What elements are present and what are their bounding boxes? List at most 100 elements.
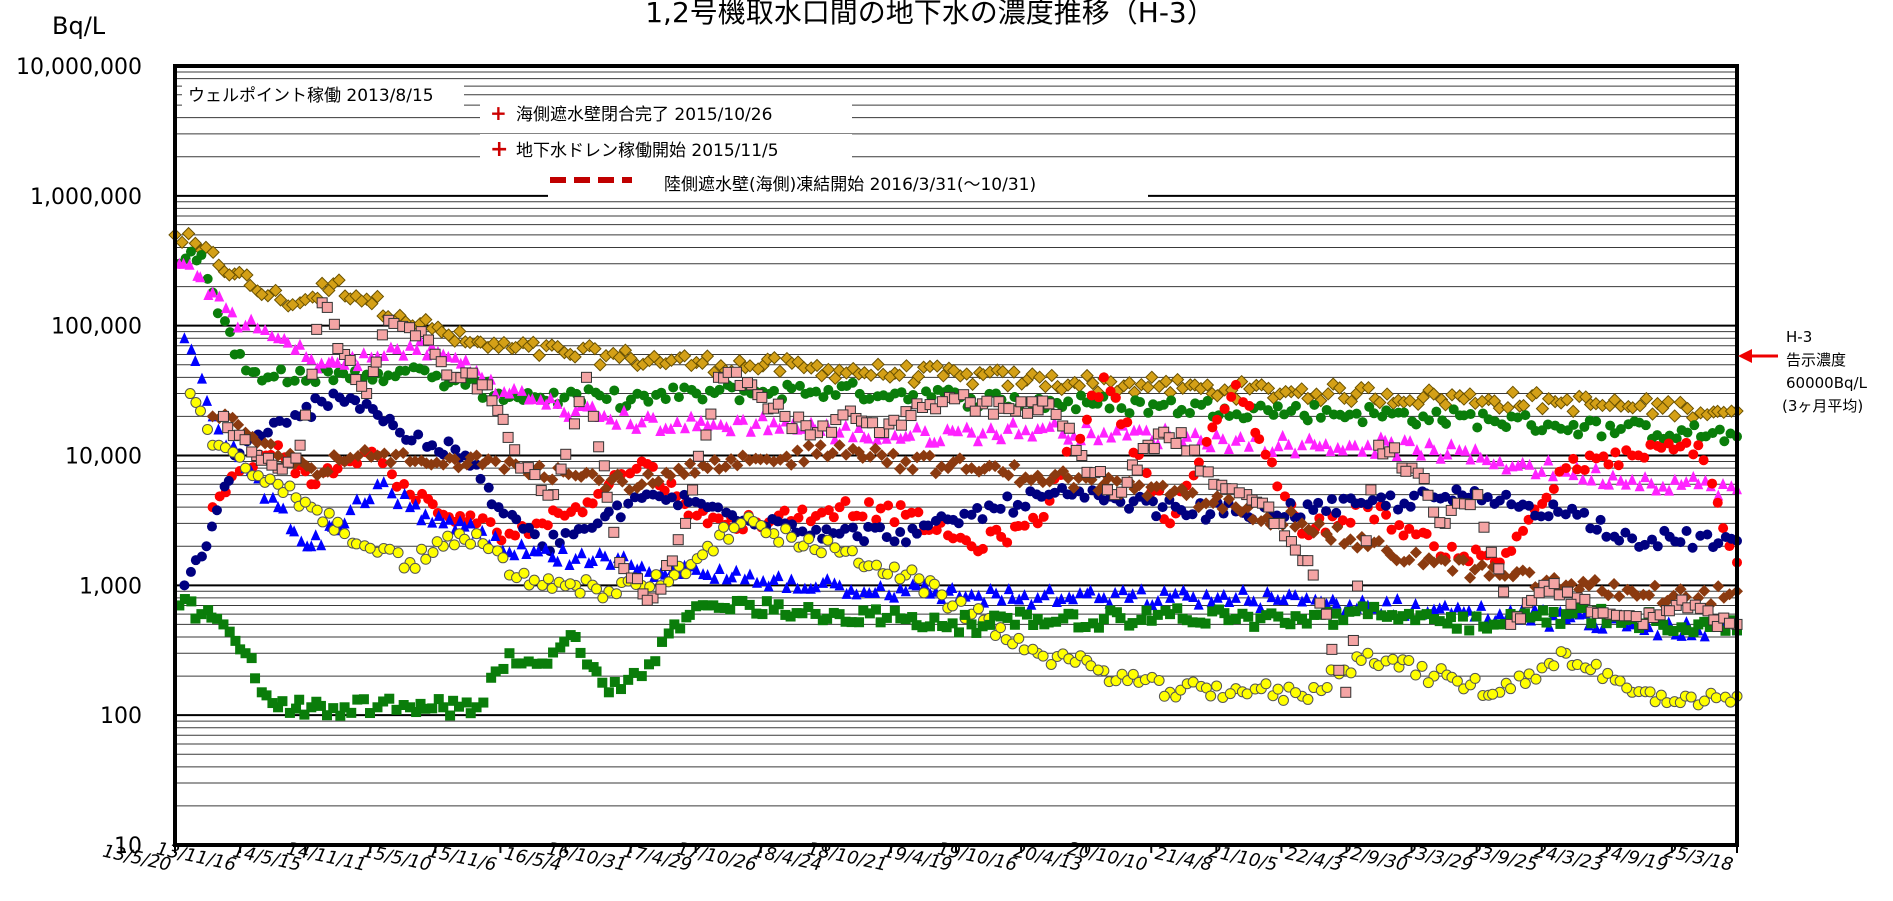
data-point: [1285, 505, 1298, 518]
data-point: [1392, 593, 1403, 605]
data-point: [981, 395, 993, 407]
data-point: [234, 451, 246, 463]
data-point: [489, 455, 502, 468]
data-point: [259, 492, 270, 504]
data-point: [1485, 546, 1497, 558]
data-point: [780, 523, 792, 535]
data-point: [196, 551, 207, 562]
data-point: [644, 659, 655, 670]
data-point: [1261, 610, 1272, 621]
data-point: [631, 481, 644, 494]
data-point: [1537, 605, 1548, 616]
data-point: [1614, 675, 1626, 687]
data-point: [1726, 480, 1737, 492]
data-point: [1689, 420, 1700, 431]
data-point: [1651, 484, 1662, 496]
data-point: [471, 528, 483, 540]
data-point: [1471, 611, 1482, 622]
data-point: [1460, 444, 1471, 456]
annotation-drain-label: 地下水ドレン稼働開始 2015/11/5: [516, 141, 779, 161]
data-point: [442, 530, 454, 542]
data-point: [476, 379, 488, 391]
data-point: [1506, 545, 1517, 556]
data-point: [856, 451, 869, 464]
data-point: [1127, 668, 1139, 680]
data-point: [1324, 534, 1337, 547]
data-point: [961, 535, 972, 546]
data-point: [359, 497, 370, 509]
data-point: [599, 482, 612, 495]
data-point: [1693, 478, 1704, 490]
data-point: [1273, 440, 1284, 452]
data-point: [1080, 368, 1094, 383]
data-point: [985, 582, 996, 594]
data-point: [905, 429, 916, 441]
data-point: [1597, 478, 1608, 490]
data-point: [987, 408, 999, 420]
data-point: [1226, 391, 1237, 402]
data-point: [615, 512, 626, 523]
data-point: [552, 555, 563, 567]
data-point: [230, 635, 241, 646]
data-point: [290, 468, 301, 479]
data-point: [240, 268, 254, 282]
data-point: [1249, 621, 1260, 632]
data-point: [1241, 688, 1253, 700]
data-point: [420, 553, 432, 565]
data-point: [896, 387, 907, 398]
data-point: [1205, 509, 1216, 520]
data-point: [900, 537, 911, 548]
data-point: [1607, 393, 1622, 407]
data-point: [1505, 608, 1516, 619]
data-point: [1294, 382, 1309, 396]
data-point: [1104, 403, 1115, 414]
data-point: [427, 703, 438, 714]
data-point: [1106, 431, 1117, 443]
data-point: [1548, 483, 1559, 494]
data-point: [1328, 619, 1339, 630]
data-point: [1536, 465, 1547, 477]
data-point: [1668, 625, 1679, 636]
data-point: [780, 609, 791, 620]
data-point: [1693, 619, 1704, 630]
data-point: [1501, 463, 1512, 475]
data-point: [178, 257, 189, 269]
data-point: [911, 579, 922, 591]
data-point: [317, 516, 329, 528]
data-point: [461, 697, 472, 708]
data-point: [1070, 404, 1081, 415]
data-point: [1667, 409, 1682, 423]
data-point: [708, 418, 719, 430]
data-point: [744, 568, 755, 580]
data-point: [1182, 430, 1193, 442]
data-point: [409, 330, 421, 342]
data-point: [281, 417, 292, 428]
data-point: [1404, 523, 1415, 534]
data-point: [301, 350, 312, 362]
data-point: [404, 322, 416, 334]
data-point: [444, 513, 455, 525]
data-point: [905, 410, 917, 422]
data-point: [1380, 387, 1394, 401]
series-group: [174, 257, 1742, 501]
data-point: [179, 594, 190, 605]
data-point: [1488, 619, 1499, 630]
data-point: [730, 366, 742, 378]
data-point: [1170, 372, 1185, 387]
data-point: [1500, 618, 1511, 629]
data-point: [322, 401, 333, 412]
data-point: [1013, 632, 1025, 644]
annotation-seawall-box: [480, 99, 852, 127]
data-point: [1607, 469, 1618, 481]
data-point: [438, 517, 449, 529]
data-point: [272, 449, 285, 462]
data-point: [1476, 559, 1489, 572]
data-point: [1506, 385, 1520, 400]
data-point: [768, 604, 779, 615]
data-point: [273, 702, 284, 713]
data-point: [1230, 591, 1241, 603]
data-point: [1501, 489, 1512, 500]
data-point: [696, 498, 707, 509]
data-point: [1409, 546, 1422, 559]
data-point: [181, 226, 196, 241]
